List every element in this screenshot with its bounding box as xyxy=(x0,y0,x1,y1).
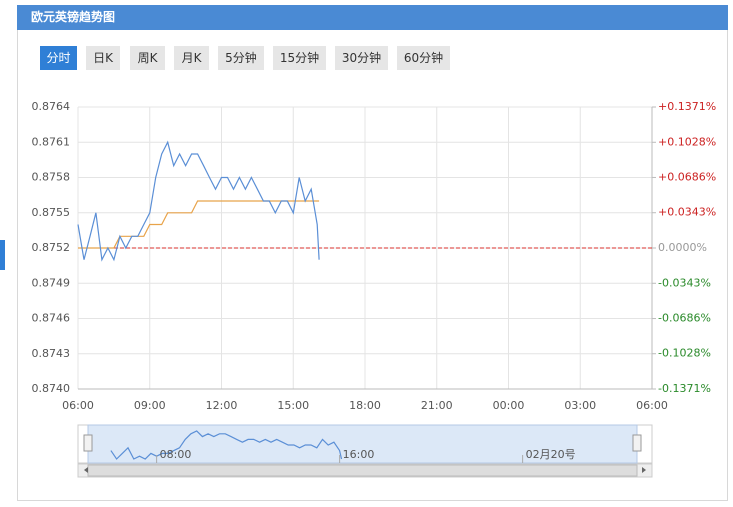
y2-tick-label: -0.1028% xyxy=(658,347,711,360)
y2-tick-label: +0.0686% xyxy=(658,170,716,183)
y2-tick-label: -0.0343% xyxy=(658,276,711,289)
navigator-selection xyxy=(87,424,638,464)
navigator-label: 02月20号 xyxy=(526,448,576,461)
tab[interactable]: 月K xyxy=(174,46,209,70)
left-marker xyxy=(0,240,5,270)
x-tick-label: 12:00 xyxy=(206,399,238,412)
y-tick-label: 0.8743 xyxy=(32,347,71,360)
navigator-label: 08:00 xyxy=(160,448,192,461)
title: 欧元英镑趋势图 xyxy=(31,10,116,24)
y-tick-label: 0.8755 xyxy=(32,206,71,219)
x-tick-label: 06:00 xyxy=(636,399,668,412)
y2-tick-label: +0.1371% xyxy=(658,100,716,113)
x-tick-label: 18:00 xyxy=(349,399,381,412)
line xyxy=(78,200,320,249)
x-tick-label: 09:00 xyxy=(134,399,166,412)
y2-tick-label: -0.1371% xyxy=(658,382,711,395)
navigator-handle[interactable] xyxy=(83,434,93,452)
y-tick-label: 0.8749 xyxy=(32,276,71,289)
tab[interactable]: 15分钟 xyxy=(273,46,326,70)
tab[interactable]: 周K xyxy=(130,46,165,70)
line xyxy=(77,140,320,262)
y-tick-label: 0.8740 xyxy=(32,382,71,395)
x-tick-label: 03:00 xyxy=(564,399,596,412)
scroll-right[interactable] xyxy=(642,467,646,473)
y2-tick-label: 0.0000% xyxy=(658,241,707,254)
x-tick-label: 00:00 xyxy=(493,399,525,412)
y2-tick-label: +0.1028% xyxy=(658,135,716,148)
navigator-label: 16:00 xyxy=(343,448,375,461)
y-tick-label: 0.8758 xyxy=(32,171,71,184)
y-tick-label: 0.8764 xyxy=(32,100,71,113)
y2-tick-label: +0.0343% xyxy=(658,206,716,219)
y-tick-label: 0.8746 xyxy=(32,312,71,325)
x-tick-label: 21:00 xyxy=(421,399,453,412)
navigator-handle[interactable] xyxy=(632,434,642,452)
y-tick-label: 0.8752 xyxy=(32,241,71,254)
tab[interactable]: 日K xyxy=(86,46,120,70)
y-tick-label: 0.8761 xyxy=(32,135,71,148)
scrollbar-thumb[interactable] xyxy=(87,464,638,477)
x-tick-label: 15:00 xyxy=(277,399,309,412)
tab[interactable]: 30分钟 xyxy=(335,46,388,70)
x-tick-label: 06:00 xyxy=(62,399,94,412)
navigator-line xyxy=(110,430,343,460)
y2-tick-label: -0.0686% xyxy=(658,312,711,325)
tab[interactable]: 60分钟 xyxy=(397,46,450,70)
tab[interactable]: 5分钟 xyxy=(218,46,264,70)
title-bar: 欧元英镑趋势图 xyxy=(17,5,728,30)
tab[interactable]: 分时 xyxy=(40,46,77,70)
scroll-left[interactable] xyxy=(84,467,88,473)
